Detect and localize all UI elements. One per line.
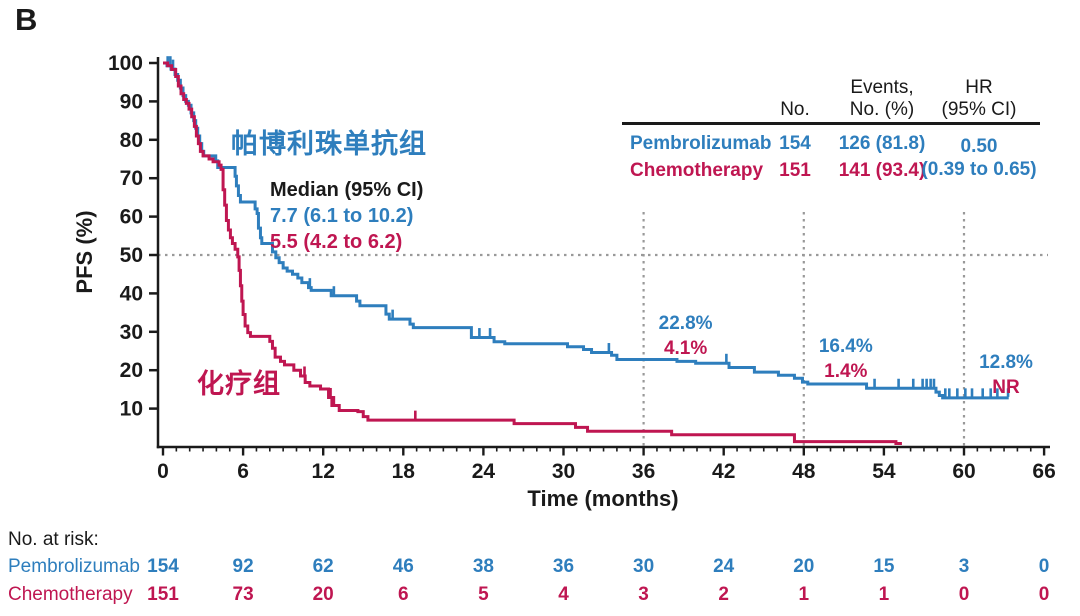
y-tick-label-60: 60 <box>120 206 143 229</box>
summary-pembrolizumab-no: 154 <box>779 133 811 154</box>
y-tick-label-40: 40 <box>120 282 143 305</box>
y-tick-label-100: 100 <box>108 52 143 75</box>
risk-count-chemotherapy-66mo: 0 <box>1038 584 1050 605</box>
x-tick-label-36: 36 <box>632 460 655 483</box>
km-curve-chemotherapy <box>163 61 902 446</box>
annotation-60mo-pembrolizumab: 12.8% <box>979 351 1033 373</box>
x-tick-label-48: 48 <box>792 460 816 483</box>
risk-count-chemotherapy-24mo: 5 <box>478 584 489 605</box>
y-tick-label-80: 80 <box>120 129 143 152</box>
x-axis-title: Time (months) <box>527 486 679 511</box>
risk-count-pembrolizumab-42mo: 24 <box>713 556 735 577</box>
summary-hr-value: 0.50 <box>960 136 998 157</box>
x-tick-label-60: 60 <box>952 460 975 483</box>
summary-hr-ci: (0.39 to 0.65) <box>921 159 1037 180</box>
x-tick-label-42: 42 <box>712 460 735 483</box>
risk-count-pembrolizumab-54mo: 15 <box>873 556 895 577</box>
annotation-36mo-pembrolizumab: 22.8% <box>658 313 713 335</box>
risk-count-pembrolizumab-12mo: 62 <box>312 556 334 577</box>
risk-count-chemotherapy-36mo: 3 <box>638 584 649 605</box>
x-tick-label-18: 18 <box>392 460 416 483</box>
x-tick-label-12: 12 <box>312 460 335 483</box>
summary-row-pembrolizumab: Pembrolizumab <box>630 133 772 154</box>
risk-count-pembrolizumab-6mo: 92 <box>232 556 254 577</box>
x-tick-label-54: 54 <box>872 460 896 483</box>
risk-count-chemotherapy-30mo: 4 <box>558 584 569 605</box>
risk-count-chemotherapy-42mo: 2 <box>718 584 729 605</box>
risk-count-pembrolizumab-66mo: 0 <box>1038 556 1050 577</box>
risk-count-pembrolizumab-48mo: 20 <box>793 556 815 577</box>
summary-col-no: No. <box>780 99 810 120</box>
risk-count-pembrolizumab-0mo: 154 <box>147 556 179 577</box>
risk-count-chemotherapy-0mo: 151 <box>147 584 179 605</box>
risk-count-chemotherapy-12mo: 20 <box>312 584 334 605</box>
summary-pembrolizumab-events: 126 (81.8) <box>838 133 926 154</box>
y-tick-label-90: 90 <box>120 90 143 113</box>
x-tick-label-0: 0 <box>157 460 169 483</box>
risk-table-title: No. at risk: <box>8 529 99 550</box>
y-tick-label-50: 50 <box>120 244 143 267</box>
x-tick-label-30: 30 <box>552 460 575 483</box>
risk-count-chemotherapy-60mo: 0 <box>958 584 970 605</box>
median-pembrolizumab: 7.7 (6.1 to 10.2) <box>270 205 414 227</box>
y-tick-label-20: 20 <box>120 359 143 382</box>
risk-count-pembrolizumab-18mo: 46 <box>392 556 414 577</box>
risk-count-pembrolizumab-60mo: 3 <box>958 556 970 577</box>
summary-col-hr: HR (95% CI) <box>941 77 1017 120</box>
risk-row-label-chemotherapy: Chemotherapy <box>8 584 133 605</box>
median-title: Median (95% CI) <box>270 179 424 201</box>
y-tick-label-70: 70 <box>120 167 143 190</box>
x-tick-label-6: 6 <box>237 460 249 483</box>
risk-count-chemotherapy-54mo: 1 <box>878 584 890 605</box>
risk-count-chemotherapy-18mo: 6 <box>398 584 409 605</box>
summary-table-rule <box>622 122 1040 125</box>
x-tick-label-66: 66 <box>1032 460 1055 483</box>
pembrolizumab-group-label: 帕博利珠单抗组 <box>231 129 427 159</box>
risk-count-pembrolizumab-36mo: 30 <box>633 556 655 577</box>
annotation-36mo-chemotherapy: 4.1% <box>663 338 708 360</box>
y-tick-label-30: 30 <box>120 321 143 344</box>
annotation-36mo: 22.8% 4.1% <box>650 311 722 361</box>
median-annotation: Median (95% CI) 7.7 (6.1 to 10.2) 5.5 (4… <box>270 177 423 255</box>
chemotherapy-group-label: 化疗组 <box>197 369 281 399</box>
x-tick-label-24: 24 <box>472 460 496 483</box>
summary-col-events: Events, No. (%) <box>849 77 915 120</box>
summary-row-chemotherapy: Chemotherapy <box>630 160 764 181</box>
annotation-60mo-chemotherapy: NR <box>992 376 1020 398</box>
summary-chemotherapy-events: 141 (93.4) <box>838 160 926 181</box>
y-axis-title: PFS (%) <box>72 210 97 294</box>
annotation-60mo: 12.8% NR <box>970 350 1042 400</box>
risk-row-label-pembrolizumab: Pembrolizumab <box>8 556 140 577</box>
risk-count-pembrolizumab-30mo: 36 <box>552 556 575 577</box>
risk-count-chemotherapy-48mo: 1 <box>798 584 810 605</box>
annotation-48mo-pembrolizumab: 16.4% <box>818 336 873 358</box>
median-chemotherapy: 5.5 (4.2 to 6.2) <box>270 231 403 253</box>
panel-label: B <box>15 2 38 37</box>
y-tick-label-10: 10 <box>120 398 143 421</box>
annotation-48mo: 16.4% 1.4% <box>810 334 882 384</box>
summary-chemotherapy-no: 151 <box>779 160 811 181</box>
risk-count-pembrolizumab-24mo: 38 <box>472 556 494 577</box>
annotation-48mo-chemotherapy: 1.4% <box>824 361 868 383</box>
risk-count-chemotherapy-6mo: 73 <box>232 584 254 605</box>
